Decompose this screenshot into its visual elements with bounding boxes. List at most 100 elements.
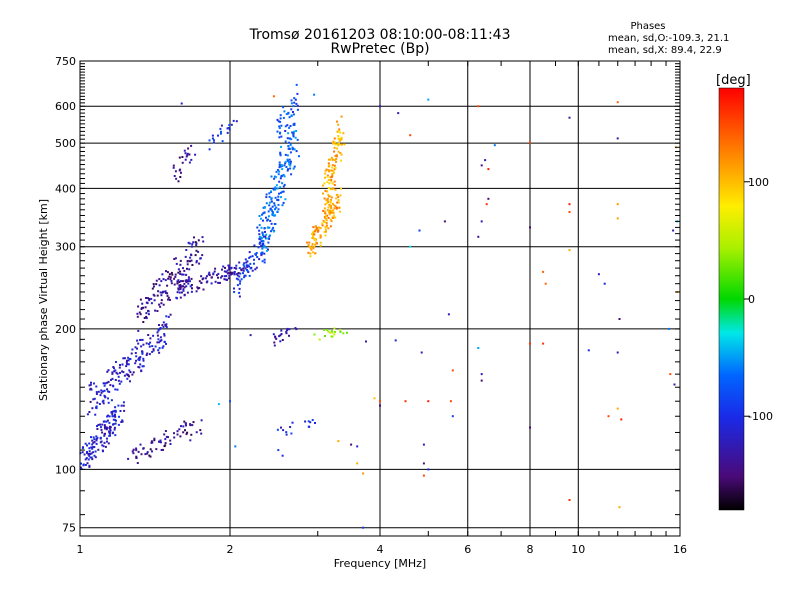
echo-point <box>292 113 295 116</box>
echo-point <box>233 267 236 269</box>
echo-point <box>151 350 154 353</box>
echo-point <box>324 210 327 213</box>
echo-point <box>92 398 95 401</box>
echo-point <box>177 279 180 282</box>
echo-point <box>327 195 330 198</box>
echo-point <box>95 385 98 388</box>
echo-point <box>314 252 317 255</box>
echo-point <box>529 426 531 429</box>
echo-point <box>199 429 202 432</box>
echo-point <box>260 254 263 257</box>
echo-point <box>173 258 176 260</box>
echo-point <box>225 270 228 273</box>
echo-point <box>96 436 99 439</box>
echo-point <box>451 415 454 418</box>
echo-point <box>271 214 274 217</box>
echo-point <box>286 329 289 332</box>
echo-point <box>167 296 170 299</box>
echo-point <box>151 287 154 290</box>
echo-point <box>157 349 160 352</box>
echo-point <box>246 270 249 273</box>
x-tick-label: 10 <box>571 543 585 556</box>
echo-point <box>178 285 181 287</box>
echo-point <box>293 148 296 151</box>
echo-point <box>268 192 271 195</box>
echo-point <box>312 237 315 240</box>
echo-point <box>277 195 280 198</box>
echo-point <box>202 277 205 280</box>
echo-point <box>82 446 84 449</box>
echo-point <box>288 161 290 164</box>
echo-point <box>200 282 203 284</box>
echo-point <box>108 421 111 424</box>
echo-point <box>190 284 193 286</box>
echo-point <box>243 265 246 268</box>
echo-point <box>326 214 329 217</box>
echo-point <box>238 275 241 278</box>
echo-point <box>477 235 480 238</box>
echo-point <box>152 348 155 351</box>
echo-point <box>292 167 295 170</box>
echo-point <box>327 330 330 333</box>
echo-point <box>331 158 334 161</box>
echo-point <box>173 283 176 286</box>
echo-point <box>279 191 282 194</box>
echo-point <box>100 440 103 443</box>
echo-point <box>283 183 286 186</box>
echo-point <box>607 415 610 418</box>
echo-point <box>144 306 147 309</box>
echo-point <box>93 454 96 457</box>
echo-point <box>191 424 194 427</box>
echo-point <box>108 434 111 437</box>
echo-point <box>329 158 332 161</box>
echo-point <box>422 462 425 465</box>
echo-point <box>219 132 222 135</box>
echo-point <box>104 382 107 385</box>
echo-point <box>331 187 334 190</box>
echo-point <box>96 401 99 404</box>
echo-point <box>163 333 166 335</box>
echo-point <box>101 390 104 393</box>
echo-point <box>228 124 231 127</box>
echo-point <box>261 244 264 247</box>
echo-point <box>165 323 168 326</box>
echo-point <box>126 374 129 376</box>
echo-point <box>128 369 131 372</box>
echo-point <box>323 207 326 210</box>
echo-point <box>164 430 167 432</box>
echo-point <box>288 116 291 119</box>
echo-point <box>343 143 346 146</box>
echo-point <box>328 158 330 161</box>
echo-point <box>160 449 163 451</box>
echo-point <box>180 291 183 294</box>
echo-point <box>237 272 240 274</box>
echo-point <box>186 154 189 157</box>
echo-point <box>293 165 296 168</box>
y-tick-label: 75 <box>62 522 76 535</box>
echo-point <box>236 274 239 277</box>
echo-point <box>148 297 151 300</box>
echo-point <box>667 327 670 330</box>
echo-point <box>279 177 282 180</box>
echo-point <box>135 449 138 452</box>
echo-point <box>173 277 176 280</box>
echo-point <box>307 425 310 428</box>
echo-point <box>268 226 271 229</box>
echo-point <box>289 167 292 170</box>
echo-point <box>312 235 315 237</box>
echo-point <box>180 285 183 288</box>
echo-point <box>166 284 169 287</box>
echo-point <box>211 137 214 140</box>
echo-point <box>362 526 365 529</box>
x-axis-label: Frequency [MHz] <box>334 557 426 570</box>
echo-point <box>487 197 490 200</box>
echo-point <box>275 184 278 187</box>
echo-point <box>261 231 264 234</box>
echo-point <box>242 272 244 275</box>
echo-point <box>259 238 262 241</box>
echo-point <box>108 432 111 435</box>
echo-point <box>185 155 188 158</box>
echo-point <box>158 351 161 354</box>
echo-point <box>336 155 338 158</box>
echo-point <box>191 287 193 290</box>
